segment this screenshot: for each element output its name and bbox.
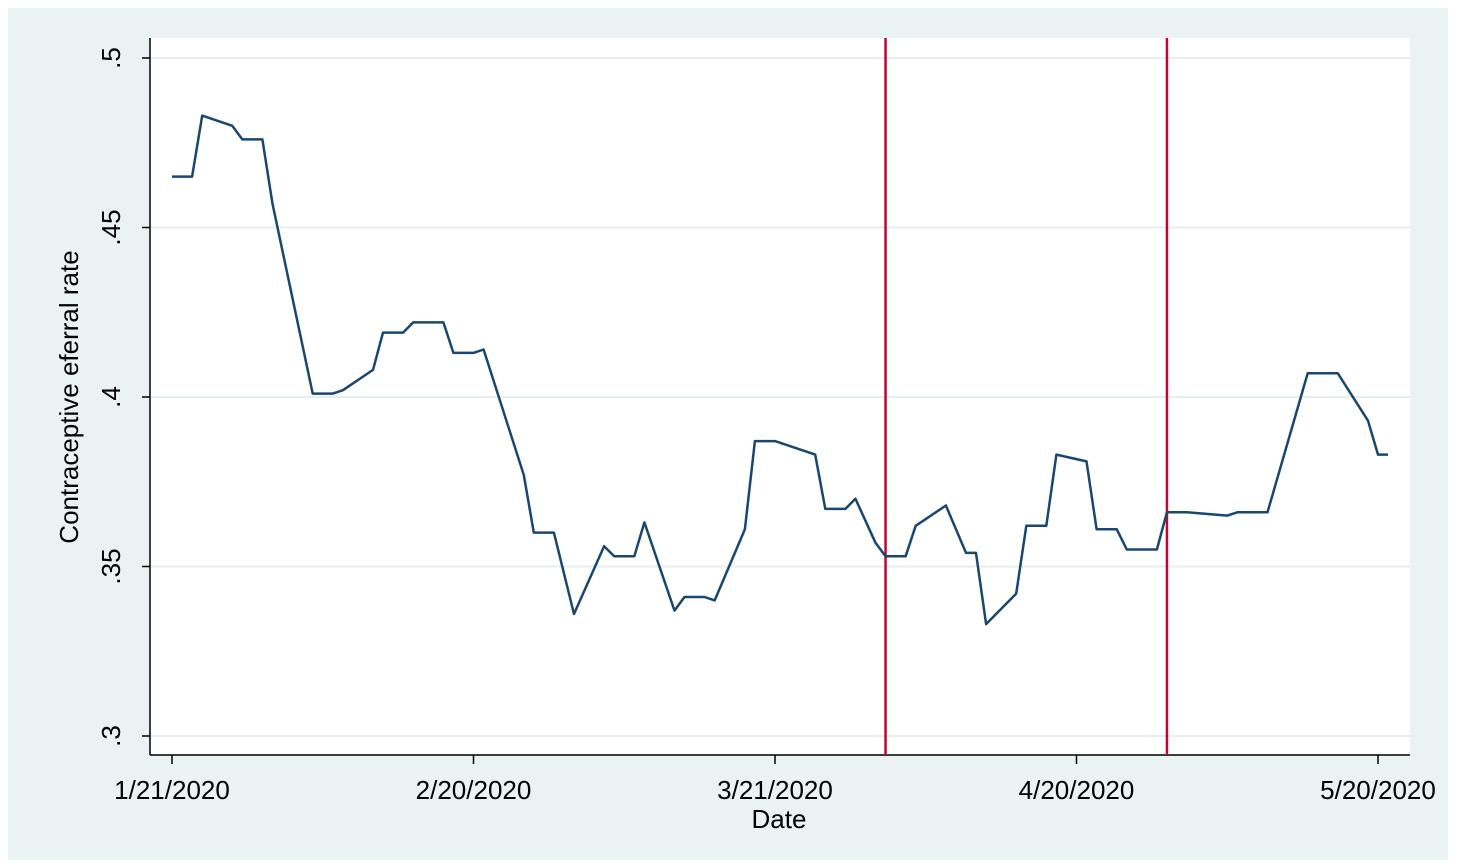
y-axis-title: Contraceptive eferral rate (54, 250, 84, 543)
series-line (172, 114, 1388, 626)
reference-lines (884, 38, 1169, 755)
y-tick-label: .35 (96, 548, 126, 584)
x-axis-title: Date (752, 804, 807, 834)
y-tick-label: .5 (96, 47, 126, 69)
x-axis: 1/21/2020 2/20/2020 3/21/2020 4/20/2020 5/20… (114, 754, 1436, 805)
y-tick-label: .4 (96, 386, 126, 408)
x-tick-label: 4/20/2020 (1019, 775, 1135, 805)
y-tick-label: .3 (96, 725, 126, 747)
x-tick-label: 3/21/2020 (717, 775, 833, 805)
x-tick-label: 2/20/2020 (416, 775, 532, 805)
grid-lines (150, 57, 1410, 737)
x-tick-label: 5/20/2020 (1320, 775, 1436, 805)
x-tick-label: 1/21/2020 (114, 775, 230, 805)
series-group (172, 114, 1388, 626)
y-tick-label: .45 (96, 209, 126, 245)
y-axis: .3 .35 .4 .45 .5 (96, 38, 151, 755)
